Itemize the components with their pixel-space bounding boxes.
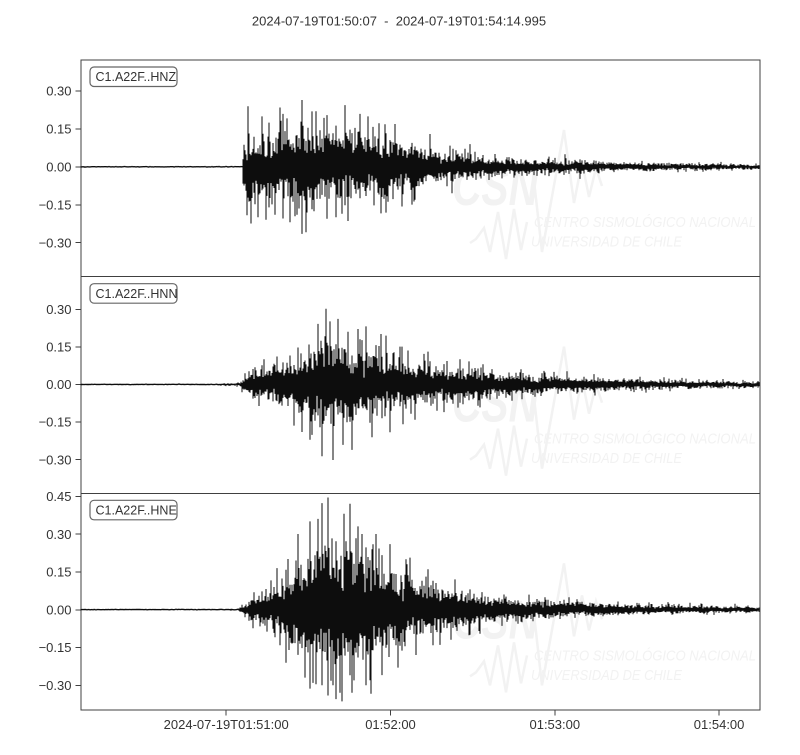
svg-text:0.15: 0.15 — [46, 565, 71, 580]
svg-text:−0.30: −0.30 — [39, 452, 72, 467]
svg-text:01:52:00: 01:52:00 — [365, 717, 416, 732]
svg-text:0.45: 0.45 — [46, 489, 71, 504]
svg-text:01:54:00: 01:54:00 — [694, 717, 745, 732]
svg-text:2024-07-19T01:50:07 - 2024-0: 2024-07-19T01:50:07 - 2024-07-19T01:54:1… — [252, 14, 546, 29]
svg-text:2024-07-19T01:51:00: 2024-07-19T01:51:00 — [164, 717, 289, 732]
svg-text:0.00: 0.00 — [46, 377, 71, 392]
svg-text:−0.15: −0.15 — [39, 197, 72, 212]
svg-text:0.30: 0.30 — [46, 527, 71, 542]
svg-text:0.00: 0.00 — [46, 160, 71, 175]
svg-text:C1.A22F..HNE: C1.A22F..HNE — [96, 504, 177, 518]
svg-text:−0.30: −0.30 — [39, 235, 72, 250]
svg-text:0.00: 0.00 — [46, 602, 71, 617]
svg-text:−0.15: −0.15 — [39, 415, 72, 430]
svg-text:0.30: 0.30 — [46, 84, 71, 99]
svg-text:−0.30: −0.30 — [39, 678, 72, 693]
svg-text:01:53:00: 01:53:00 — [529, 717, 580, 732]
svg-text:−0.15: −0.15 — [39, 640, 72, 655]
svg-text:C1.A22F..HNN: C1.A22F..HNN — [96, 287, 178, 301]
svg-text:0.15: 0.15 — [46, 122, 71, 137]
svg-text:0.15: 0.15 — [46, 340, 71, 355]
svg-text:0.30: 0.30 — [46, 302, 71, 317]
svg-text:C1.A22F..HNZ: C1.A22F..HNZ — [96, 70, 177, 84]
